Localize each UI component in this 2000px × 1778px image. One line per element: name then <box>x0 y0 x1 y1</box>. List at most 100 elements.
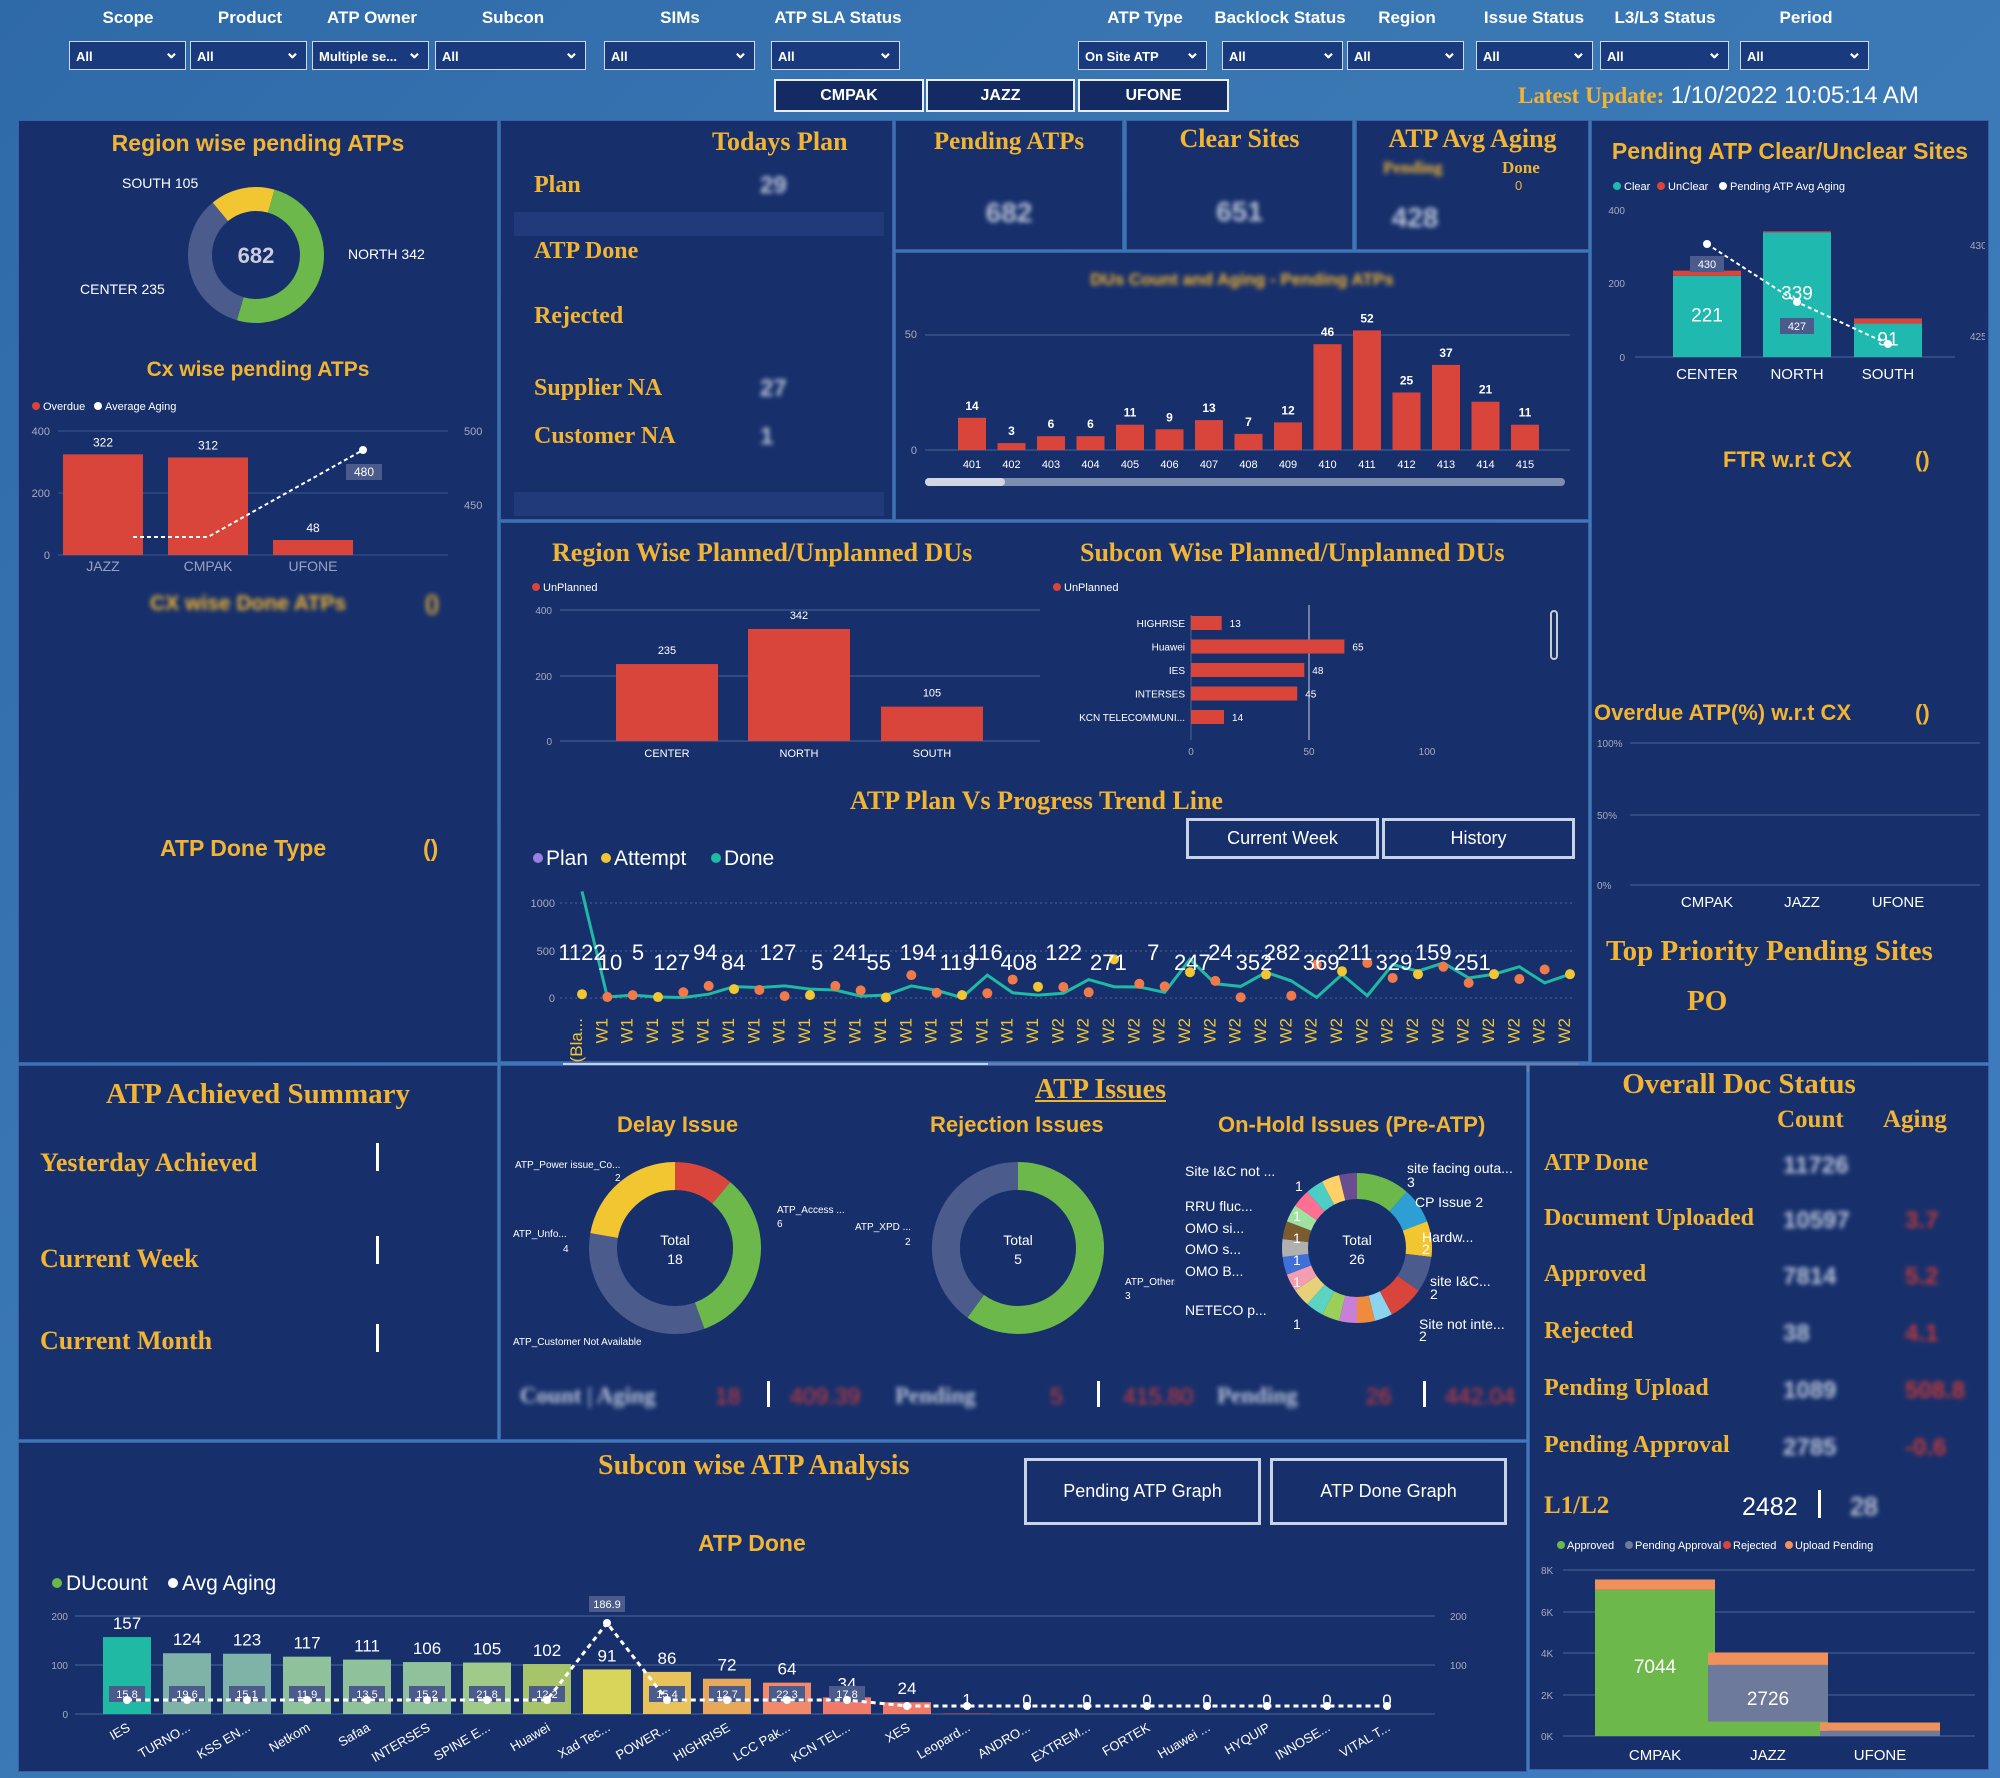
point-label: 116 <box>968 940 1003 965</box>
x-label: W2 <box>1302 1018 1321 1044</box>
donut-slice <box>188 202 245 321</box>
issue-label: 1 <box>1293 1208 1301 1224</box>
filter-dropdown-7[interactable]: All ⌄ <box>1222 41 1343 70</box>
y-tick: 200 <box>51 1612 68 1623</box>
filter-dropdown-2[interactable]: Multiple se... ⌄ <box>312 41 429 70</box>
filter-dropdown-3[interactable]: All ⌄ <box>435 41 586 70</box>
filter-label-10: L3/L3 Status <box>1614 8 1716 27</box>
aging-label-bg <box>469 1686 505 1702</box>
x-label: CMPAK <box>1681 894 1733 911</box>
y-tick: 0 <box>44 550 50 562</box>
bar-label: 312 <box>198 439 218 453</box>
bar-label: 48 <box>306 521 320 535</box>
legend-label: Upload Pending <box>1795 1540 1873 1552</box>
x-label: W1 <box>947 1018 966 1044</box>
clear-unclear-title: Pending ATP Clear/Unclear Sites <box>1611 138 1969 164</box>
issue-label: OMO si... <box>1185 1220 1244 1236</box>
avg-aging-done-label: Done <box>1502 158 1540 177</box>
clear-unclear-chart: Clear UnClear Pending ATP Avg Aging 400 200 0… <box>1608 181 1985 383</box>
x-label: W1 <box>744 1018 763 1044</box>
aging-dot <box>1383 1702 1391 1710</box>
aging-label-bg <box>289 1686 325 1702</box>
filter-label-1: Product <box>217 8 283 27</box>
aging-label: 11.9 <box>297 1689 318 1701</box>
donut-slice <box>589 1233 705 1334</box>
filter-dropdown-8[interactable]: All ⌄ <box>1347 41 1464 70</box>
subcon-planned-scrollbar[interactable] <box>1550 610 1558 660</box>
x-label: CMPAK <box>1629 1747 1681 1764</box>
bar <box>1353 330 1381 450</box>
atp-done-graph-button[interactable]: ATP Done Graph <box>1270 1458 1507 1525</box>
point-label: 5 <box>811 950 823 975</box>
aging-dot <box>783 1696 791 1704</box>
pending-atps-title: Pending ATPs <box>933 128 1085 155</box>
filter-label-5: ATP SLA Status <box>774 8 902 27</box>
pending-atp-graph-button[interactable]: Pending ATP Graph <box>1024 1458 1261 1525</box>
x-label: VITAL T... <box>1337 1720 1392 1761</box>
subcon-analysis-title: Subcon wise ATP Analysis <box>598 1450 910 1481</box>
today-row-label: Customer NA <box>534 423 676 449</box>
chevron-down-icon: ⌄ <box>1441 42 1457 62</box>
donut-slice <box>1356 1173 1407 1212</box>
clear-sites-card <box>1126 120 1353 250</box>
legend-dot <box>1723 1541 1731 1549</box>
filter-dropdown-1[interactable]: All ⌄ <box>190 41 307 70</box>
top-priority-title: Top Priority Pending Sites <box>1606 935 1933 967</box>
donut-slice <box>932 1162 1019 1318</box>
x-label: EXTREM... <box>1029 1720 1093 1765</box>
x-label: W1 <box>719 1018 738 1044</box>
donut-label-south: SOUTH 105 <box>122 175 198 191</box>
filter-dropdown-11[interactable]: All ⌄ <box>1740 41 1869 70</box>
history-button[interactable]: History <box>1382 818 1575 859</box>
x-label: W2 <box>1378 1018 1397 1044</box>
filter-dropdown-4[interactable]: All ⌄ <box>604 41 755 70</box>
x-label: 405 <box>1121 459 1139 471</box>
aging-dot <box>1703 240 1711 248</box>
doc-row-aging: 3.7 <box>1905 1207 1939 1234</box>
top-priority-po: PO <box>1687 985 1728 1017</box>
chevron-down-icon: ⌄ <box>1706 42 1722 62</box>
legend-label: UnPlanned <box>543 582 597 594</box>
x-label: W2 <box>1150 1018 1169 1044</box>
bar <box>1191 686 1298 701</box>
donut-slice <box>1295 1275 1325 1305</box>
y-tick: 100 <box>51 1661 68 1672</box>
aging-dot <box>1323 1702 1331 1710</box>
attempt-dot <box>1565 969 1575 980</box>
subcon-planned-title: Subcon Wise Planned/Unplanned DUs <box>1080 538 1505 567</box>
cx-button-cmpak[interactable]: CMPAK <box>774 79 924 112</box>
donut-slice <box>236 189 324 323</box>
today-row-label: ATP Done <box>534 238 639 264</box>
cx-button-ufone[interactable]: UFONE <box>1078 79 1229 112</box>
current-week-button[interactable]: Current Week <box>1186 818 1379 859</box>
todays-plan-title: Todays Plan <box>712 127 848 156</box>
x-label: 406 <box>1160 459 1178 471</box>
issue-label: 2 <box>1422 1241 1430 1257</box>
filter-dropdown-5[interactable]: All ⌄ <box>771 41 900 70</box>
aging-label-bg <box>589 1596 625 1612</box>
avg-aging-pending-label: Pending <box>1383 158 1443 177</box>
region-planned-chart: UnPlanned 400 200 0 235 CENTER 342 NORTH 105 SOUT… <box>532 582 1040 760</box>
x-label: 413 <box>1437 459 1455 471</box>
filter-value: All <box>1483 49 1500 64</box>
bar-label: 124 <box>173 1630 201 1649</box>
x-label: Safaa <box>336 1719 374 1749</box>
bar-label: 7044 <box>1634 1657 1677 1678</box>
aging-label-bg <box>409 1686 445 1702</box>
filter-dropdown-6[interactable]: On Site ATP ⌄ <box>1078 41 1207 70</box>
bar-segment <box>1708 1721 1828 1736</box>
cx-button-jazz[interactable]: JAZZ <box>926 79 1075 112</box>
filter-value: All <box>1747 49 1764 64</box>
y-tick: 100% <box>1597 739 1623 750</box>
cx-pending-chart: Overdue Average Aging 400 200 0 500 450 322 JAZZ… <box>32 401 483 574</box>
attempt-dot <box>703 980 714 991</box>
attempt-dot <box>729 984 739 995</box>
filter-dropdown-9[interactable]: All ⌄ <box>1476 41 1593 70</box>
x-label: W2 <box>1124 1018 1143 1044</box>
issues-panel <box>500 1065 1527 1440</box>
rejection-issues-title: Rejection Issues <box>930 1112 1104 1137</box>
filter-dropdown-0[interactable]: All ⌄ <box>69 41 186 70</box>
issue-label: OMO s... <box>1185 1241 1241 1257</box>
issue-label: RRU fluc... <box>1185 1198 1253 1214</box>
filter-dropdown-10[interactable]: All ⌄ <box>1600 41 1729 70</box>
